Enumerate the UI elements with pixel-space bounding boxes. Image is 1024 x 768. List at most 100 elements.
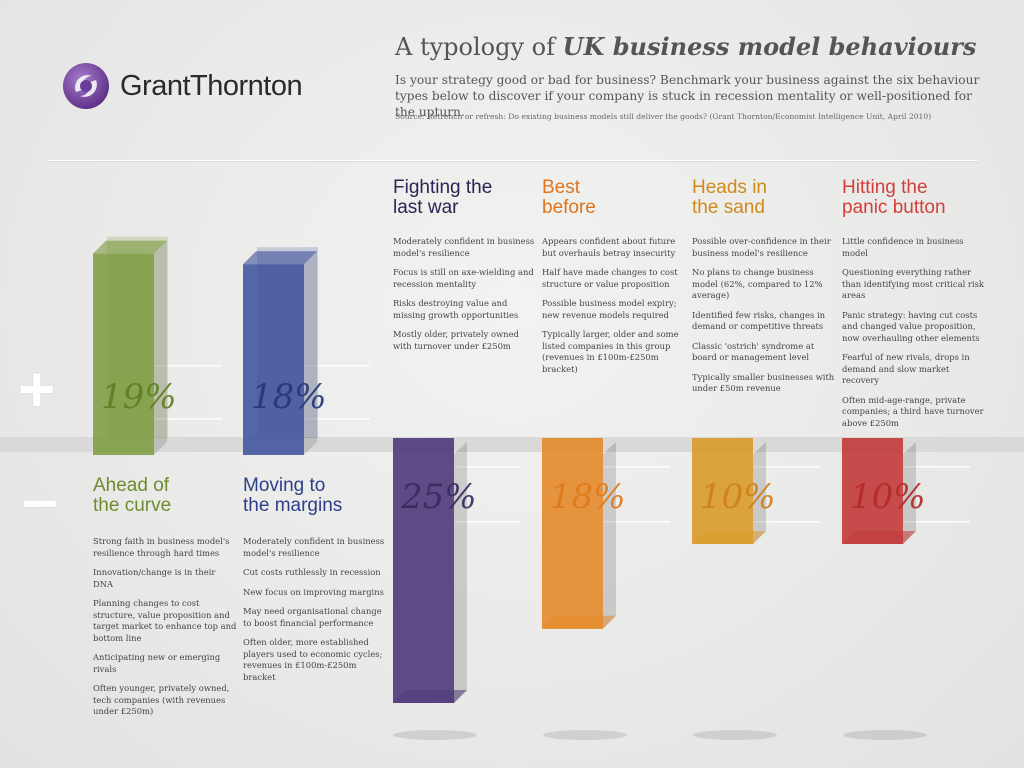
guide-line (604, 466, 670, 468)
description-item: Possible business model expiry; new reve… (542, 298, 677, 320)
description-item: Mostly older, privately owned with turno… (393, 329, 519, 351)
description-item: Little confidence in business model (842, 236, 964, 258)
bar-cap-face (692, 531, 766, 544)
bar-3 (393, 438, 467, 703)
bar-front-face (243, 264, 304, 455)
bar-front-face (93, 253, 154, 455)
guide-line (305, 418, 370, 420)
plus-sign: + (18, 353, 56, 425)
title-prefix: A typology of (395, 33, 563, 61)
logo-wordmark: GrantThornton (120, 70, 303, 102)
bar-value-label: 18% (251, 377, 327, 417)
heading-line: Ahead of (93, 475, 170, 496)
bar-front-face (393, 438, 454, 703)
bar-side-face (903, 442, 916, 544)
guide-line (904, 466, 970, 468)
floor-shadow (693, 730, 777, 740)
heading-line: Fighting the (393, 177, 493, 198)
description-item: Planning changes to cost structure, valu… (93, 598, 237, 643)
heading-line: Best (542, 177, 581, 198)
guide-line (305, 365, 370, 367)
description-item: Classic 'ostrich' syndrome at board or m… (692, 340, 815, 363)
bar-value-label: 25% (400, 477, 477, 517)
bar-side-face (753, 442, 766, 544)
bar-4 (542, 438, 616, 629)
heading-line: Hitting the (842, 177, 928, 198)
description-item: Appears confident about future but overh… (542, 236, 676, 258)
bar-6 (842, 438, 916, 544)
description-item: Fearful of new rivals, drops in demand a… (842, 352, 970, 385)
behaviour-description: Possible over-confidence in their busine… (692, 236, 837, 403)
guide-line (455, 466, 521, 468)
heading-line: Heads in (692, 177, 767, 198)
behaviour-heading: Hitting the panic button (842, 178, 992, 218)
bar-5 (692, 438, 766, 544)
source-note: Source: Retrench or refresh: Do existing… (395, 112, 932, 121)
description-item: Typically larger, older and some listed … (542, 329, 679, 374)
description-item: Half have made changes to cost structure… (542, 267, 678, 289)
description-item: Risks destroying value and missing growt… (393, 298, 519, 320)
bar-1 (93, 236, 168, 455)
description-item: Cut costs ruthlessly in recession (243, 567, 381, 577)
heading-line: before (542, 197, 596, 218)
bar-front-face (842, 438, 903, 544)
bar-side-face (454, 442, 467, 703)
behaviour-description: Strong faith in business model's resilie… (93, 536, 238, 726)
behaviour-description: Moderately confident in business model's… (243, 536, 388, 691)
heading-line: panic button (842, 197, 946, 218)
guide-line (155, 365, 222, 367)
behaviour-heading: Moving to the margins (243, 476, 393, 516)
page-title: A typology of UK business model behaviou… (395, 32, 976, 61)
bar-cap-face (393, 690, 467, 703)
floor-shadow (843, 730, 927, 740)
guide-line (155, 418, 222, 420)
heading-line: the sand (692, 197, 765, 218)
guide-line (904, 521, 970, 523)
description-item: Possible over-confidence in their busine… (692, 236, 831, 258)
description-item: Often mid-age-range, private companies; … (842, 394, 984, 428)
bar-front-face (692, 438, 753, 544)
bar-cap-face (243, 251, 317, 265)
heading-line: the margins (243, 495, 343, 516)
bar-side-face (603, 442, 616, 629)
description-item: Moderately confident in business model's… (243, 536, 385, 558)
behaviour-heading: Best before (542, 178, 692, 218)
description-item: Often younger, privately owned, tech com… (93, 683, 230, 716)
description-item: Identified few risks, changes in demand … (692, 309, 826, 332)
header-divider (48, 160, 978, 161)
bar-cap-face (93, 240, 167, 254)
behaviour-description: Moderately confident in business model's… (393, 236, 538, 360)
behaviour-description: Appears confident about future but overh… (542, 236, 687, 383)
heading-line: the curve (93, 495, 172, 516)
floor-shadow (543, 730, 627, 740)
bar-value-label: 18% (550, 477, 626, 517)
description-item: Strong faith in business model's resilie… (93, 536, 230, 558)
description-item: Moderately confident in business model's… (393, 236, 535, 258)
guide-line (754, 521, 820, 523)
description-item: Often older, more established players us… (243, 637, 383, 682)
description-item: No plans to change business model (62%, … (692, 267, 823, 300)
bar-cap-face (542, 615, 616, 629)
bar-2 (243, 247, 318, 455)
description-item: Anticipating new or emerging rivals (93, 652, 221, 674)
minus-sign: – (22, 463, 58, 535)
bar-cap-face (842, 531, 916, 544)
description-item: Typically smaller businesses with under … (692, 371, 835, 394)
bar-value-label: 10% (700, 477, 776, 517)
behaviour-heading: Fighting the last war (393, 178, 543, 218)
bar-side-face (154, 240, 167, 455)
description-item: Questioning everything rather than ident… (842, 267, 984, 300)
bar-value-label: 10% (850, 477, 926, 517)
guide-line (455, 521, 521, 523)
floor-shadow (393, 730, 477, 740)
bar-side-face (304, 251, 317, 455)
behaviour-heading: Heads in the sand (692, 178, 842, 218)
guide-line (754, 466, 820, 468)
intro-text: Is your strategy good or bad for busines… (395, 73, 980, 119)
grant-thornton-swirl-icon (63, 63, 109, 109)
behaviour-heading: Ahead of the curve (93, 476, 243, 516)
heading-line: last war (393, 197, 459, 218)
guide-line (604, 521, 670, 523)
grant-thornton-logo: GrantThornton (62, 62, 322, 114)
